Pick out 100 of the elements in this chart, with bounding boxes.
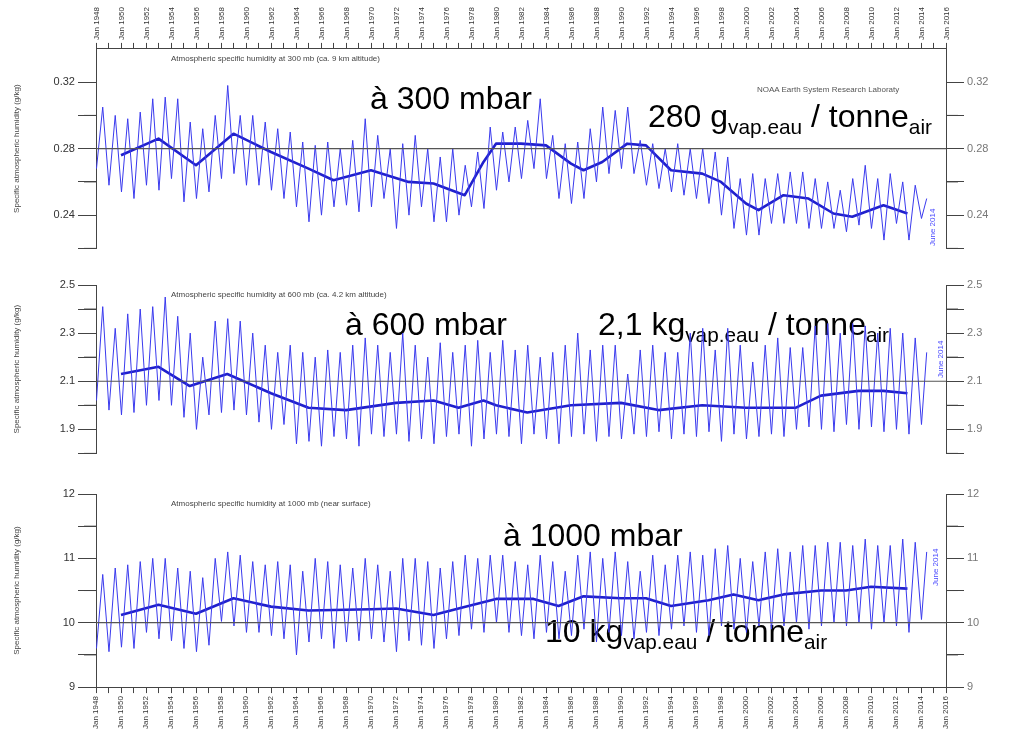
y2-tick-label: 0.28 (967, 141, 989, 154)
x2-tick-label: Jan 2006 (816, 6, 826, 40)
annotation: June 2014 (931, 548, 940, 586)
x-tick-label: Jan 1998 (716, 695, 726, 729)
y-tick-label: 12 (62, 487, 75, 500)
y-axis-title: Specific atmospheric humidity (g/kg) (12, 84, 21, 213)
y2-tick-label: 11 (967, 551, 979, 564)
x-tick-label: Jan 2016 (941, 695, 951, 729)
x-tick-label: Jan 2000 (741, 695, 751, 729)
y2-tick-label: 12 (967, 487, 980, 500)
x-tick-label: Jan 1950 (116, 695, 126, 729)
y-tick-label: 10 (62, 615, 75, 628)
x2-tick-label: Jan 2008 (841, 6, 851, 40)
x2-tick-label: Jan 1950 (116, 6, 126, 40)
x-tick-label: Jan 2008 (841, 695, 851, 729)
x2-tick-label: Jan 1948 (91, 6, 101, 40)
x2-tick-label: Jan 2012 (891, 6, 901, 40)
x-tick-label: Jan 1948 (91, 695, 101, 729)
x-tick-label: Jan 1976 (441, 695, 451, 729)
y-tick-label: 0.28 (53, 141, 75, 154)
y-tick-label: 2.5 (59, 278, 75, 291)
y-tick-label: 11 (63, 551, 75, 564)
x-tick-label: Jan 2004 (791, 695, 801, 729)
annotation: June 2014 (928, 208, 937, 246)
x-tick-label: Jan 2012 (891, 695, 901, 729)
x2-tick-label: Jan 1994 (666, 6, 676, 40)
x2-tick-label: Jan 1996 (691, 6, 701, 40)
x2-tick-label: Jan 1980 (491, 6, 501, 40)
x2-tick-label: Jan 1968 (341, 6, 351, 40)
annotation: 280 g$_{vap.eau}$ / tonne$_{air}$ (648, 98, 932, 139)
x-tick-label: Jan 1954 (166, 695, 176, 729)
annotation: à 1000 mbar (503, 517, 683, 553)
x2-tick-label: Jan 1970 (366, 6, 376, 40)
x2-tick-label: Jan 1966 (316, 6, 326, 40)
x2-tick-label: Jan 1988 (591, 6, 601, 40)
x-tick-label: Jan 1958 (216, 695, 226, 729)
x-tick-label: Jan 2010 (866, 695, 876, 729)
x-tick-label: Jan 2014 (916, 695, 926, 729)
x2-tick-label: Jan 1960 (241, 6, 251, 40)
x2-tick-label: Jan 1978 (466, 6, 476, 40)
y2-tick-label: 1.9 (967, 422, 983, 435)
x2-tick-label: Jan 2004 (791, 6, 801, 40)
x-tick-label: Jan 1986 (566, 695, 576, 729)
y2-tick-label: 9 (967, 680, 974, 693)
x-tick-label: Jan 1980 (491, 695, 501, 729)
x-tick-label: Jan 1994 (666, 695, 676, 729)
text: Atmospheric specific humidity at 1000 mb (near surface) (171, 499, 371, 509)
y-tick-label: 1.9 (59, 422, 75, 435)
y-axis-title: Specific atmospheric humidity (g/kg) (12, 525, 21, 655)
y2-tick-label: 0.24 (967, 208, 989, 221)
x-tick-label: Jan 1992 (641, 695, 651, 729)
annotation: June 2014 (936, 340, 945, 378)
annotation: à 300 mbar (370, 80, 532, 116)
y-tick-label: 2.3 (59, 326, 75, 339)
x-tick-label: Jan 1960 (241, 695, 251, 729)
x-tick-label: Jan 1984 (541, 695, 551, 729)
x2-tick-label: Jan 1958 (216, 6, 226, 40)
y-axis-title: Specific atmospheric humidity (g/kg) (12, 304, 21, 434)
x-tick-label: Jan 1996 (691, 695, 701, 729)
y-tick-label: 0.32 (53, 75, 75, 88)
x2-tick-label: Jan 1990 (616, 6, 626, 40)
x-tick-label: Jan 1964 (291, 695, 301, 729)
x2-tick-label: Jan 1992 (641, 6, 651, 40)
x-tick-label: Jan 1956 (191, 695, 201, 729)
x-tick-label: Jan 1978 (466, 695, 476, 729)
text: Atmospheric specific humidity at 600 mb (ca. 4.2 km altitude) (171, 290, 387, 300)
x2-tick-label: Jan 2016 (941, 6, 951, 40)
y2-tick-label: 2.5 (967, 278, 983, 291)
y-tick-label: 9 (68, 680, 75, 693)
x2-tick-label: Jan 1974 (416, 6, 426, 40)
y2-tick-label: 10 (967, 615, 980, 628)
y-tick-label: 2.1 (59, 374, 75, 387)
x2-tick-label: Jan 1952 (141, 6, 151, 40)
x2-tick-label: Jan 2014 (916, 6, 926, 40)
x2-tick-label: Jan 2002 (766, 6, 776, 40)
x2-tick-label: Jan 1982 (516, 6, 526, 40)
x-tick-label: Jan 1962 (266, 695, 276, 729)
x-tick-label: Jan 1968 (341, 695, 351, 729)
y-tick-label: 0.24 (53, 208, 75, 221)
x2-tick-label: Jan 1998 (716, 6, 726, 40)
y2-tick-label: 0.32 (967, 75, 989, 88)
x-tick-label: Jan 1952 (141, 695, 151, 729)
x2-tick-label: Jan 1984 (541, 6, 551, 40)
x2-tick-label: Jan 2010 (866, 6, 876, 40)
x-tick-label: Jan 1970 (366, 695, 376, 729)
x2-tick-label: Jan 1962 (266, 6, 276, 40)
x2-tick-label: Jan 1954 (166, 6, 176, 40)
annotation: à 600 mbar (345, 306, 507, 342)
x-tick-label: Jan 2002 (766, 695, 776, 729)
x2-tick-label: Jan 1972 (391, 6, 401, 40)
x2-tick-label: Jan 1976 (441, 6, 451, 40)
x-tick-label: Jan 1974 (416, 695, 426, 729)
x2-tick-label: Jan 1964 (291, 6, 301, 40)
x-tick-label: Jan 2006 (816, 695, 826, 729)
x-tick-label: Jan 1966 (316, 695, 326, 729)
text: Atmospheric specific humidity at 300 mb (ca. 9 km altitude) (171, 54, 381, 64)
y2-tick-label: 2.1 (967, 374, 983, 387)
x2-tick-label: Jan 2000 (741, 6, 751, 40)
x-tick-label: Jan 1982 (516, 695, 526, 729)
x-tick-label: Jan 1990 (616, 695, 626, 729)
